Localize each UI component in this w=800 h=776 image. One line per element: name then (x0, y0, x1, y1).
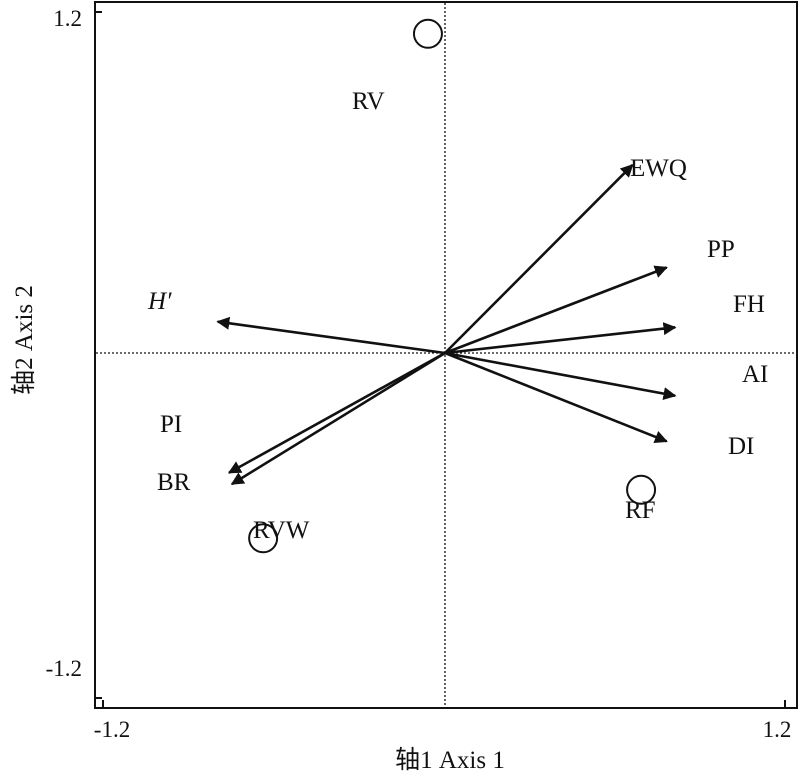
vector-arrow-6 (227, 351, 446, 474)
vector-label-1: PP (707, 236, 735, 263)
vector-layer: EWQ PP FH AI DI H′ PI BR (147, 155, 768, 496)
site-marker-0 (412, 18, 443, 49)
vector-label-7: BR (157, 469, 191, 496)
site-marker-2 (248, 523, 279, 554)
y-axis-title: 轴2 Axis 2 (10, 285, 38, 395)
vector-label-2: FH (733, 291, 765, 318)
site-label-1: RF (625, 497, 656, 524)
vector-arrow-4 (444, 351, 668, 444)
x-tick-label-right: 1.2 (763, 717, 792, 742)
site-layer: RV RF RVW (248, 18, 657, 554)
vector-arrow-1 (444, 265, 668, 355)
vector-label-0: EWQ (630, 155, 687, 182)
vector-arrow-2 (444, 322, 677, 355)
site-marker-1 (626, 474, 657, 505)
vector-arrow-0 (444, 163, 634, 354)
vector-arrow-3 (444, 351, 677, 401)
y-tick-label-top: 1.2 (53, 6, 82, 31)
x-tick-label-left: -1.2 (94, 717, 130, 742)
site-label-2: RVW (253, 517, 310, 544)
vector-label-3: AI (742, 361, 768, 388)
site-label-0: RV (352, 88, 385, 115)
vector-label-5: H′ (147, 288, 172, 315)
x-axis-title: 轴1 Axis 1 (395, 746, 505, 774)
vector-arrow-5 (216, 316, 446, 355)
plot-frame (94, 1, 798, 709)
vector-arrow-7 (230, 351, 446, 486)
vector-label-6: PI (160, 411, 182, 438)
vector-label-4: DI (728, 433, 754, 460)
y-tick-label-bottom: -1.2 (46, 656, 82, 681)
